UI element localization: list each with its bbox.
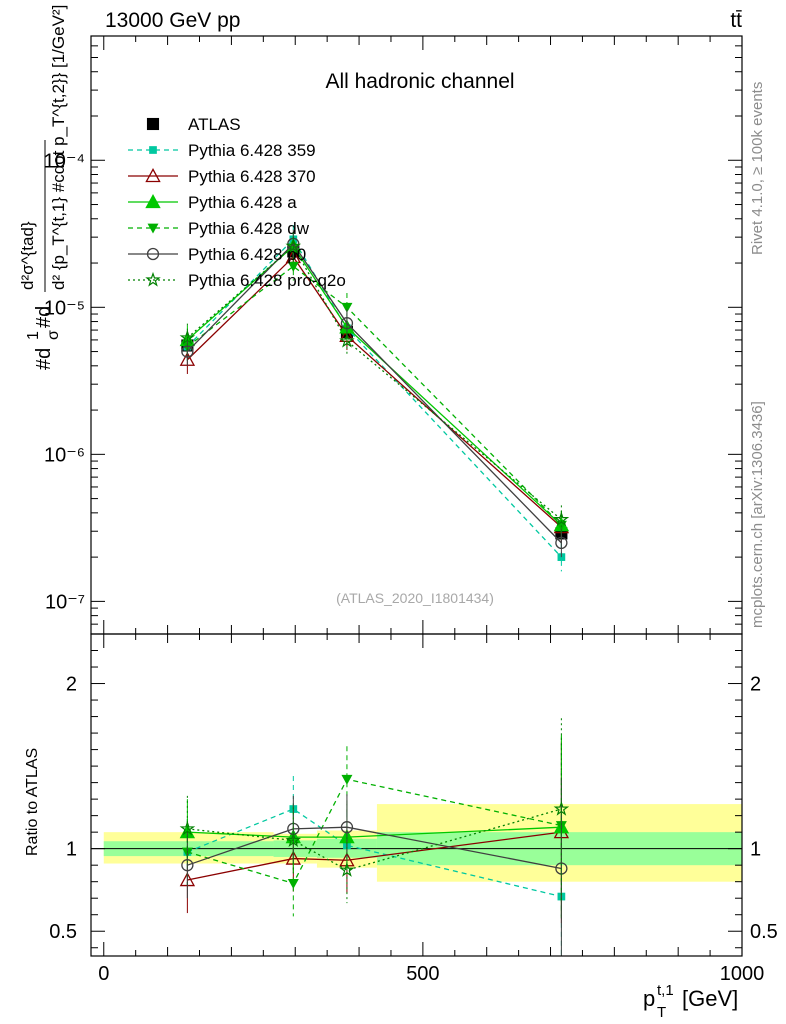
data-point — [287, 261, 299, 272]
main-y-tick-label: 10⁻⁷ — [45, 591, 85, 613]
legend-label: Pythia 6.428 359 — [188, 141, 316, 160]
legend-label: Pythia 6.428 p0 — [188, 245, 306, 264]
ratio-frame — [90, 633, 743, 957]
legend-marker — [145, 194, 161, 209]
legend-marker — [145, 168, 161, 183]
analysis-watermark: (ATLAS_2020_I1801434) — [336, 590, 494, 606]
ylabel-big-den: d² {p_T^{t,1} #cdot p_T^{t,2}} [1/GeV²] — [49, 5, 68, 290]
legend-label: Pythia 6.428 pro-q2o — [188, 271, 346, 290]
series-pythia-6-428-dw — [181, 252, 567, 540]
legend-marker — [146, 247, 160, 261]
main-y-tick-label: 10⁻⁶ — [44, 444, 85, 466]
ylabel-mid: #d — [33, 306, 55, 328]
mcplots-label: mcplots.cern.ch [arXiv:1306.3436] — [749, 401, 766, 628]
legend-entry: Pythia 6.428 a — [128, 193, 297, 212]
xlabel-sub: T — [657, 1004, 666, 1021]
data-point — [555, 536, 568, 550]
ratio-series-pythia-6-428-pro-q2o — [179, 718, 570, 904]
main-y-tick-label: 10⁻⁵ — [44, 297, 85, 319]
ratio-y-axis-label: Ratio to ATLAS — [24, 748, 41, 856]
ratio-line — [187, 826, 562, 838]
axes: 10⁻⁷ 10⁻⁶ 10⁻⁵ 10⁻⁴ 0.5 0.5 1 1 2 2 0 500 1000 — [44, 35, 778, 985]
legend-label: Pythia 6.428 dw — [188, 219, 310, 238]
main-y-axis-label: #d 1 σ #d d²σ^{tad} d² {p_T^{t,1} #cdot … — [18, 5, 68, 370]
x-axis-label: p T t,1 [GeV] — [643, 982, 738, 1021]
xlabel-sup: t,1 — [657, 982, 674, 999]
series-pythia-6-428-pro-q2o — [179, 232, 570, 534]
ratio-line — [187, 826, 562, 870]
ratio-y-tick-label: 0.5 — [49, 921, 77, 943]
legend-label: Pythia 6.428 a — [188, 193, 297, 212]
legend-marker — [145, 271, 161, 287]
energy-label: 13000 GeV pp — [105, 9, 240, 32]
data-point — [553, 511, 570, 527]
legend-label: ATLAS — [188, 115, 241, 134]
ratio-point — [179, 820, 196, 836]
legend: ATLAS Pythia 6.428 359 Pythia 6.428 370 Pyt… — [128, 115, 346, 290]
legend-entry: Pythia 6.428 370 — [128, 167, 316, 186]
xlabel-p: p — [643, 986, 655, 1011]
ratio-y-tick-label: 2 — [66, 674, 77, 696]
ratio-point — [553, 800, 570, 816]
data-point — [557, 553, 566, 561]
ylabel-frac-den: σ — [45, 330, 62, 340]
ratio-point — [285, 832, 302, 848]
ratio-y-tick-label: 1 — [66, 839, 77, 861]
ratio-point — [339, 861, 355, 877]
xlabel-unit: [GeV] — [682, 986, 738, 1011]
legend-entry: Pythia 6.428 dw — [128, 219, 310, 238]
legend-label: Pythia 6.428 370 — [188, 167, 316, 186]
ylabel-prefix: #d — [33, 348, 55, 370]
legend-entry: Pythia 6.428 pro-q2o — [128, 271, 346, 290]
data-point — [181, 345, 194, 358]
main-y-tick-label: 10⁻⁴ — [44, 150, 85, 172]
ratio-point — [340, 821, 354, 834]
ratio-point — [287, 878, 299, 889]
legend-entry: Pythia 6.428 359 — [128, 141, 316, 160]
series-line — [186, 265, 562, 526]
ylabel-big-num: d²σ^{tad} — [18, 221, 37, 290]
ratio-panel-series — [179, 718, 570, 956]
ylabel-frac-num: 1 — [25, 331, 42, 340]
data-point — [285, 238, 302, 253]
legend-marker — [149, 146, 157, 154]
rivet-label: Rivet 4.1.0, ≥ 100k events — [749, 82, 766, 255]
series-line — [186, 245, 562, 521]
main-panel-series — [179, 225, 570, 572]
x-tick-label: 500 — [406, 963, 439, 985]
process-label: tt̄ — [730, 9, 742, 32]
series-line — [186, 255, 562, 528]
ratio-y-tick-label-right: 1 — [750, 839, 761, 861]
data-point — [341, 302, 353, 313]
ratio-line — [187, 778, 562, 885]
panel-title: All hadronic channel — [325, 70, 514, 93]
ratio-point — [341, 774, 353, 785]
ratio-y-tick-label-right: 2 — [750, 674, 761, 696]
legend-marker — [146, 117, 160, 131]
x-tick-label: 1000 — [720, 963, 765, 985]
series-line — [186, 242, 562, 544]
data-point — [339, 332, 355, 348]
x-tick-label: 0 — [98, 963, 109, 985]
ratio-point — [181, 859, 194, 872]
legend-marker — [147, 223, 159, 234]
data-point — [179, 329, 196, 345]
ratio-y-tick-label-right: 0.5 — [750, 921, 778, 943]
legend-entry: ATLAS — [146, 115, 241, 134]
legend-entry: Pythia 6.428 p0 — [128, 245, 306, 264]
ratio-line — [187, 831, 562, 881]
ratio-line — [187, 808, 562, 898]
